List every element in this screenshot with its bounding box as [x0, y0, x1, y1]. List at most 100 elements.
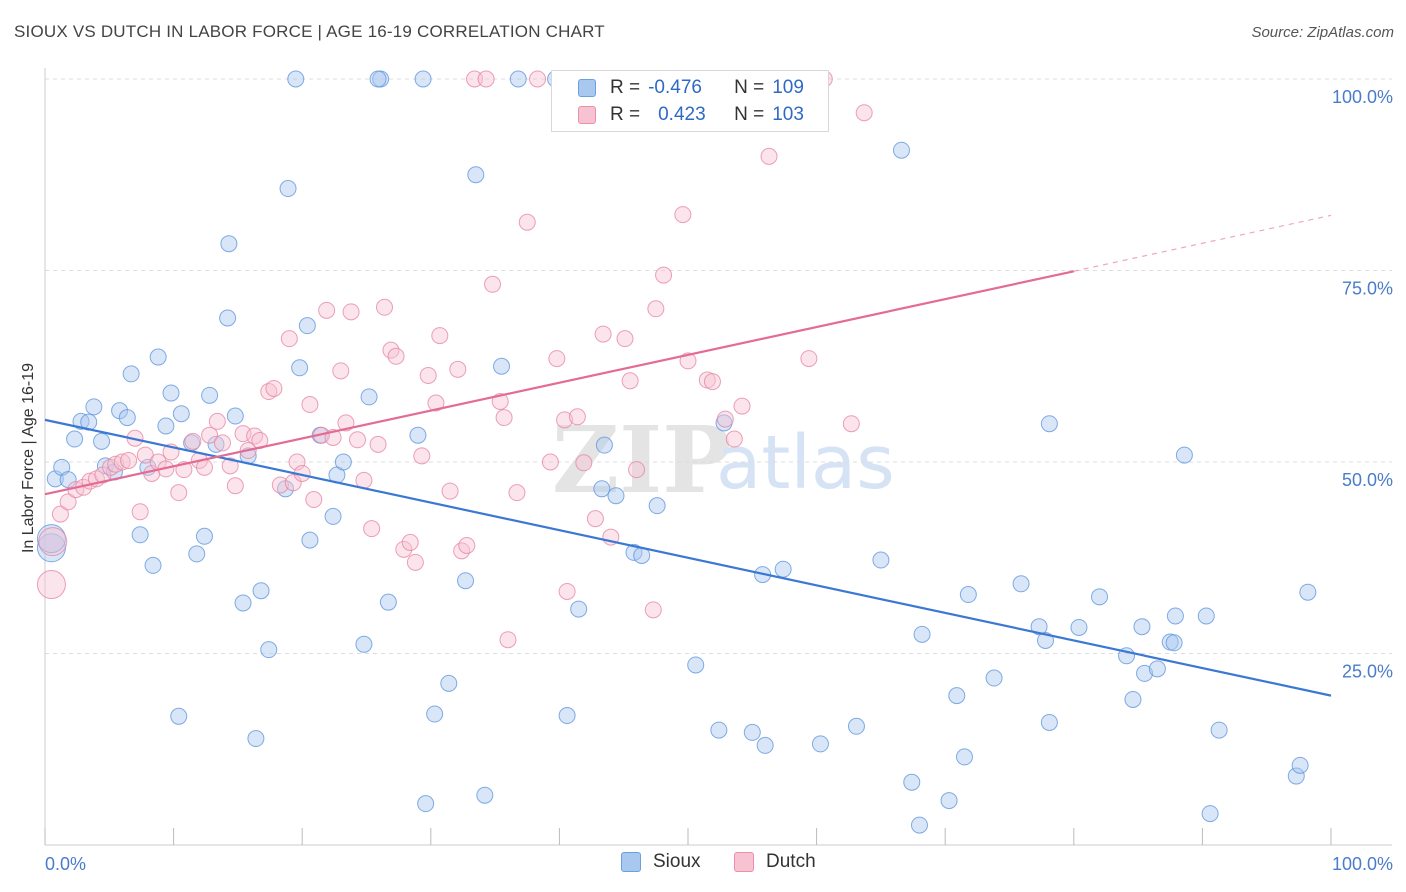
point-sioux	[687, 656, 705, 674]
point-dutch	[529, 70, 547, 88]
point-dutch	[594, 325, 612, 343]
point-sioux	[157, 417, 175, 435]
point-sioux	[287, 70, 305, 88]
point-sioux	[207, 435, 225, 453]
trend-lines	[44, 214, 1332, 697]
legend-r-label: R =	[610, 104, 641, 125]
point-sioux	[811, 735, 829, 753]
point-dutch	[674, 206, 692, 224]
point-dutch	[38, 527, 68, 557]
point-sioux	[85, 398, 103, 416]
point-dutch	[679, 352, 697, 370]
point-sioux	[144, 556, 162, 574]
y-tick-label: 50.0%	[1342, 470, 1393, 490]
point-sioux	[1287, 767, 1305, 785]
point-dutch	[655, 266, 673, 284]
point-sioux	[985, 669, 1003, 687]
point-sioux	[892, 141, 910, 159]
point-sioux	[298, 317, 316, 335]
point-sioux	[188, 545, 206, 563]
point-dutch	[170, 484, 188, 502]
point-dutch	[733, 397, 751, 415]
point-dutch	[131, 503, 149, 521]
point-dutch	[332, 362, 350, 380]
legend-n-value: 109	[772, 77, 804, 98]
point-sioux	[1210, 721, 1228, 739]
point-dutch	[449, 360, 467, 378]
point-dutch	[760, 147, 778, 165]
point-dutch	[246, 427, 264, 445]
point-dutch	[568, 408, 586, 426]
trendline-dutch	[44, 270, 1075, 496]
point-dutch	[221, 457, 239, 475]
legend-n-label: N =	[734, 104, 765, 125]
point-dutch	[413, 447, 431, 465]
bottom-legend-swatch-dutch	[734, 852, 754, 872]
point-dutch	[453, 542, 471, 560]
point-dutch	[201, 426, 219, 444]
point-dutch	[120, 451, 138, 469]
watermark-atlas: atlas	[716, 420, 895, 506]
point-sioux	[903, 773, 921, 791]
point-dutch	[376, 298, 394, 316]
point-dutch	[431, 327, 449, 345]
point-dutch	[628, 461, 646, 479]
point-sioux	[1201, 805, 1219, 823]
point-dutch	[51, 505, 69, 523]
point-sioux	[607, 487, 625, 505]
point-dutch	[406, 553, 424, 571]
point-dutch	[575, 454, 593, 472]
legend-row-sioux: R = -0.476 N = 109	[578, 76, 804, 100]
point-dutch	[556, 411, 574, 429]
point-sioux	[710, 721, 728, 739]
point-sioux	[417, 795, 435, 813]
point-dutch	[441, 482, 459, 500]
bottom-legend-label: Dutch	[766, 851, 816, 872]
legend: R = -0.476 N = 109 R = 0.423 N = 103	[551, 70, 829, 132]
point-dutch	[226, 477, 244, 495]
point-sioux	[1037, 631, 1055, 649]
point-sioux	[170, 707, 188, 725]
point-dutch	[855, 104, 873, 122]
x-tick-label: 100.0%	[1332, 854, 1393, 874]
legend-swatch-sioux	[578, 79, 596, 97]
point-dutch	[395, 540, 413, 558]
point-sioux	[122, 365, 140, 383]
point-sioux	[457, 572, 475, 590]
trendline-sioux	[44, 418, 1332, 697]
point-dutch	[716, 410, 734, 428]
point-sioux	[426, 705, 444, 723]
grid	[45, 78, 1392, 654]
point-sioux	[743, 723, 761, 741]
point-dutch	[271, 476, 289, 494]
point-sioux	[234, 594, 252, 612]
point-sioux	[409, 426, 427, 444]
point-sioux	[910, 816, 928, 834]
point-sioux	[948, 687, 966, 705]
point-sioux	[1166, 607, 1184, 625]
point-dutch	[616, 330, 634, 348]
point-sioux	[1091, 588, 1109, 606]
point-sioux	[959, 586, 977, 604]
y-tick-label: 100.0%	[1332, 87, 1393, 107]
point-dutch	[369, 435, 387, 453]
point-sioux	[252, 582, 270, 600]
point-dutch	[208, 412, 226, 430]
point-sioux	[93, 432, 111, 450]
point-sioux	[1197, 607, 1215, 625]
point-dutch	[305, 491, 323, 509]
point-dutch	[348, 431, 366, 449]
axes	[44, 68, 1392, 846]
legend-n-value: 103	[772, 104, 804, 125]
point-dutch	[548, 350, 566, 368]
point-dutch	[260, 383, 278, 401]
point-sioux	[226, 407, 244, 425]
bottom-legend-label: Sioux	[653, 851, 701, 872]
point-sioux	[1291, 756, 1309, 774]
legend-r-value: -0.476	[648, 77, 702, 98]
legend-r-value: 0.423	[658, 104, 706, 125]
point-sioux	[162, 384, 180, 402]
point-sioux	[149, 348, 167, 366]
point-dutch	[419, 366, 437, 384]
